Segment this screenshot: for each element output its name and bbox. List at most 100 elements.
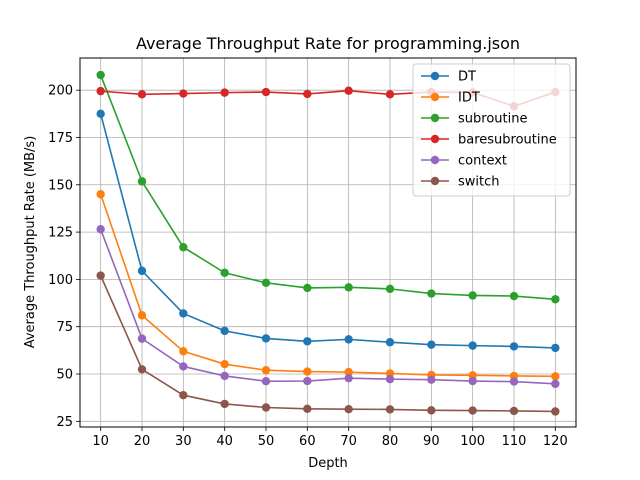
plot-frame — [79, 57, 577, 428]
data-point-subroutine — [344, 283, 353, 292]
data-point-dt — [509, 342, 519, 351]
data-point-switch — [137, 365, 147, 374]
chart-title: Average Throughput Rate for programming.… — [136, 34, 520, 53]
data-point-dt — [303, 337, 312, 346]
x-tick-label: 30 — [175, 434, 192, 449]
data-point-context — [509, 377, 519, 386]
series-switch — [96, 271, 560, 416]
data-point-baresubroutine — [179, 89, 188, 98]
data-point-idt — [137, 311, 147, 320]
data-point-idt — [220, 359, 229, 369]
x-tick-label: 20 — [134, 434, 151, 449]
data-point-context — [385, 374, 395, 384]
data-point-idt — [303, 367, 312, 376]
y-tick-label: 50 — [56, 368, 73, 383]
data-point-subroutine — [303, 283, 312, 293]
legend-marker — [430, 92, 440, 102]
data-point-subroutine — [427, 289, 436, 298]
x-tick-label: 50 — [258, 434, 275, 449]
data-point-baresubroutine — [261, 87, 271, 97]
series-line-dt — [99, 113, 556, 349]
legend-marker — [430, 176, 440, 186]
data-point-context — [261, 377, 271, 386]
data-point-switch — [303, 404, 312, 414]
data-point-dt — [179, 309, 188, 318]
data-point-idt — [96, 190, 105, 199]
legend-box — [412, 63, 571, 197]
legend-entry: context — [458, 154, 507, 169]
data-point-switch — [261, 403, 271, 412]
data-point-context — [179, 362, 188, 371]
y-tick-label: 25 — [56, 415, 73, 430]
data-point-context — [468, 376, 477, 386]
data-point-dt — [427, 340, 436, 349]
series-line-context — [99, 228, 556, 385]
data-point-switch — [468, 406, 477, 415]
data-point-switch — [179, 391, 188, 400]
legend-entry: DT — [458, 70, 476, 85]
data-point-baresubroutine — [344, 86, 353, 95]
data-point-context — [220, 371, 229, 381]
legend-entry: IDT — [458, 91, 480, 106]
x-tick-label: 90 — [423, 434, 440, 449]
data-point-baresubroutine — [220, 88, 229, 97]
data-point-baresubroutine — [385, 90, 395, 99]
y-axis-label: Average Throughput Rate (MB/s) — [23, 136, 38, 349]
data-point-subroutine — [261, 278, 271, 288]
y-tick-label: 75 — [56, 320, 73, 335]
y-tick-label: 150 — [48, 178, 73, 193]
x-tick-label: 100 — [460, 434, 485, 449]
x-tick-label: 60 — [299, 434, 316, 449]
data-point-idt — [179, 347, 188, 356]
data-point-context — [344, 373, 353, 383]
x-axis-label: Depth — [308, 456, 348, 471]
data-point-dt — [220, 326, 229, 336]
y-tick-label: 125 — [48, 226, 73, 241]
data-point-idt — [261, 366, 271, 375]
data-point-dt — [96, 109, 105, 119]
data-point-baresubroutine — [137, 90, 147, 99]
x-tick-label: 120 — [543, 434, 568, 449]
data-point-subroutine — [179, 243, 188, 252]
y-tick-label: 175 — [48, 131, 73, 146]
y-tick-label: 200 — [48, 84, 73, 99]
data-point-dt — [468, 341, 477, 350]
data-point-baresubroutine — [96, 86, 105, 96]
series-line-idt — [99, 193, 556, 378]
x-tick-label: 10 — [92, 434, 109, 449]
data-point-switch — [220, 399, 229, 409]
legend-entry: subroutine — [458, 112, 527, 127]
data-point-switch — [551, 407, 560, 416]
series-subroutine — [96, 70, 560, 304]
y-axis: 25 50 75 100 125 150 175 200 — [48, 84, 80, 430]
x-tick-label: 110 — [502, 434, 527, 449]
legend: DT IDT subroutine baresubroutine context swit… — [412, 63, 571, 197]
y-tick-label: 100 — [48, 273, 73, 288]
data-point-dt — [261, 334, 271, 343]
data-point-context — [551, 379, 560, 389]
data-point-switch — [96, 271, 105, 280]
series-line-subroutine — [99, 74, 556, 301]
data-point-context — [427, 375, 436, 384]
data-point-subroutine — [385, 284, 395, 294]
series-group — [96, 70, 560, 416]
data-point-switch — [509, 406, 519, 416]
data-point-idt — [551, 372, 560, 381]
data-point-subroutine — [468, 291, 477, 300]
x-tick-label: 80 — [382, 434, 399, 449]
x-axis: 10 20 30 40 50 60 70 80 90 100 110 120 — [92, 427, 568, 449]
legend-marker — [430, 155, 440, 165]
data-point-switch — [427, 406, 436, 415]
data-point-dt — [344, 335, 353, 344]
legend-marker — [430, 134, 440, 144]
data-point-switch — [385, 405, 395, 414]
data-point-subroutine — [509, 291, 519, 301]
data-point-switch — [344, 405, 353, 414]
data-point-dt — [137, 266, 147, 276]
data-point-dt — [551, 343, 560, 353]
x-tick-label: 70 — [340, 434, 357, 449]
legend-marker — [430, 113, 440, 123]
data-point-subroutine — [96, 70, 105, 80]
data-point-subroutine — [220, 268, 229, 277]
